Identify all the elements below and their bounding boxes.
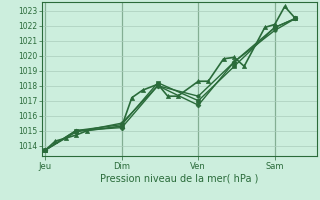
X-axis label: Pression niveau de la mer( hPa ): Pression niveau de la mer( hPa ) — [100, 173, 258, 183]
